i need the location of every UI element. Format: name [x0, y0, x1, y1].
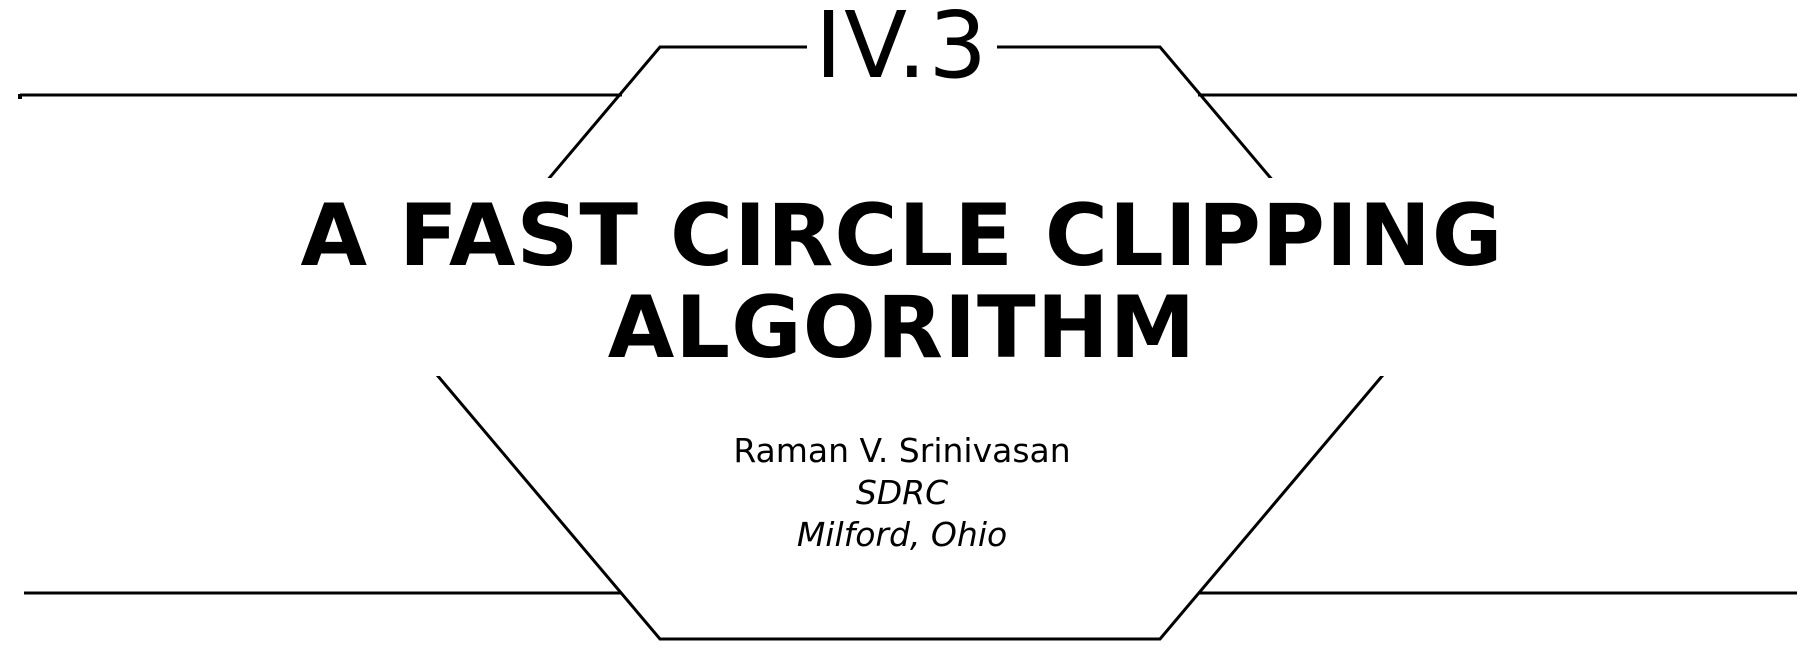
- chapter-number-text: IV.3: [807, 0, 997, 99]
- title-line-2-text: ALGORITHM: [597, 278, 1207, 378]
- corner-mark: [18, 94, 22, 99]
- author-location: Milford, Ohio: [796, 515, 1008, 554]
- chapter-number: IV.3: [0, 0, 1804, 99]
- title-line-1-text: A FAST CIRCLE CLIPPING: [290, 186, 1514, 286]
- author-name: Raman V. Srinivasan: [733, 431, 1071, 470]
- title-line-1: A FAST CIRCLE CLIPPING: [0, 186, 1804, 286]
- chapter-title: A FAST CIRCLE CLIPPING ALGORITHM: [0, 186, 1804, 378]
- author-organization: SDRC: [855, 473, 949, 512]
- byline: Raman V. Srinivasan SDRC Milford, Ohio: [0, 430, 1804, 556]
- title-line-2: ALGORITHM: [0, 278, 1804, 378]
